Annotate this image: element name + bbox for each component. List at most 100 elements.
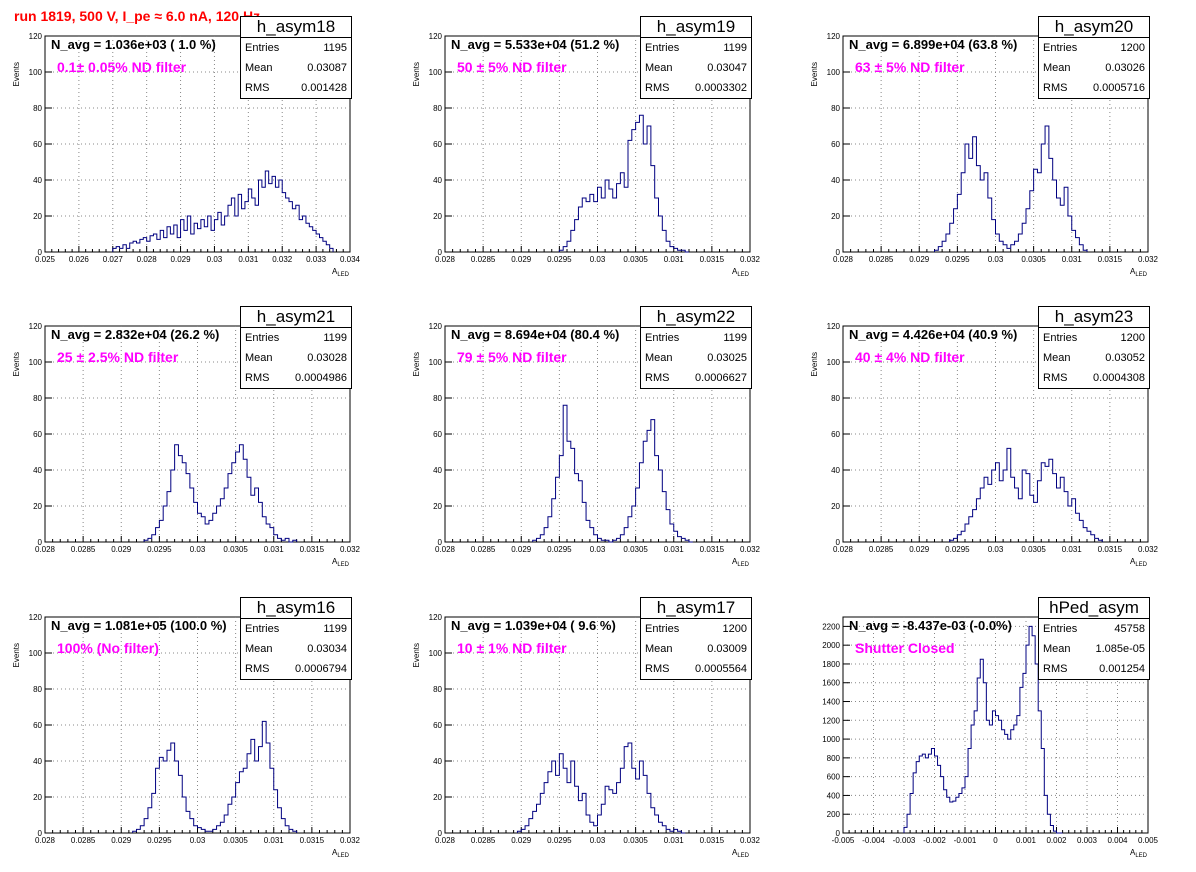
- n-avg-label: N_avg = 1.039e+04 ( 9.6 %): [451, 618, 616, 633]
- x-tick-label: 0.0315: [1098, 255, 1123, 264]
- y-tick-label: 200: [827, 810, 841, 819]
- histogram-svg: 0.028 0.0285 0.029 0.0295 0.03 0.0305 0.031 0.0…: [412, 32, 761, 278]
- stats-box: h_asym19 Entries 1199 Mean 0.03047 RMS 0.00033…: [640, 16, 752, 99]
- stats-key: Mean: [645, 352, 673, 364]
- y-tick-label: 100: [827, 358, 841, 367]
- y-tick-label: 0: [438, 538, 443, 547]
- x-tick-label: 0.03: [190, 545, 206, 554]
- y-tick-label: 0: [38, 248, 43, 257]
- x-tick-label: 0.005: [1138, 836, 1159, 845]
- stats-row-rms: RMS 0.0003302: [641, 78, 751, 98]
- stats-key: Mean: [645, 62, 673, 74]
- y-tick-label: 20: [433, 793, 442, 802]
- x-tick-label: 0.031: [264, 836, 285, 845]
- n-avg-label: N_avg = 5.533e+04 (51.2 %): [451, 37, 620, 52]
- y-tick-label: 40: [33, 757, 42, 766]
- x-tick-label: 0.0285: [471, 545, 496, 554]
- x-tick-label: 0.027: [103, 255, 124, 264]
- y-tick-label: 40: [433, 176, 442, 185]
- filter-label: 50 ± 5% ND filter: [457, 59, 567, 75]
- stats-key: Mean: [645, 643, 673, 655]
- x-tick-label: 0.0285: [869, 255, 894, 264]
- x-tick-label: 0.0295: [547, 836, 572, 845]
- y-tick-label: 2200: [822, 622, 840, 631]
- histogram-panel-h_asym16: 0.028 0.0285 0.029 0.0295 0.03 0.0305 0.031 0.0…: [5, 597, 370, 865]
- x-axis-label: ALED: [332, 557, 350, 568]
- filter-label: 25 ± 2.5% ND filter: [57, 349, 179, 365]
- y-tick-label: 0: [438, 248, 443, 257]
- x-tick-label: 0.031: [238, 255, 259, 264]
- y-tick-label: 60: [831, 430, 840, 439]
- stats-row-rms: RMS 0.001428: [241, 78, 351, 98]
- stats-row-entries: Entries 45758: [1039, 619, 1149, 639]
- stats-row-rms: RMS 0.0004308: [1039, 368, 1149, 388]
- y-tick-label: 2000: [822, 641, 840, 650]
- x-tick-label: 0.034: [340, 255, 361, 264]
- histogram-series: [112, 170, 334, 252]
- x-tick-label: 0.0305: [223, 836, 248, 845]
- stats-row-mean: Mean 1.085e-05: [1039, 639, 1149, 659]
- stats-key: Entries: [245, 42, 280, 54]
- stats-value: 0.03026: [1105, 62, 1145, 74]
- histogram-series: [934, 125, 1088, 252]
- x-tick-label: 0.0305: [623, 545, 648, 554]
- y-tick-label: 120: [29, 32, 43, 41]
- stats-value: 0.001254: [1099, 663, 1145, 675]
- histogram-panel-hPed_asym: -0.005 -0.004 -0.003 -0.002 -0.001 0 0.001 0.00…: [803, 597, 1168, 865]
- stats-row-mean: Mean 0.03052: [1039, 348, 1149, 368]
- x-tick-label: 0.0305: [1021, 255, 1046, 264]
- y-tick-label: 20: [33, 793, 42, 802]
- stats-row-rms: RMS 0.0006794: [241, 659, 351, 679]
- x-tick-label: 0.029: [171, 255, 192, 264]
- x-tick-label: 0.002: [1046, 836, 1067, 845]
- x-tick-label: 0.03: [988, 545, 1004, 554]
- stats-row-mean: Mean 0.03025: [641, 348, 751, 368]
- x-tick-label: 0.0285: [869, 545, 894, 554]
- x-tick-label: 0.028: [435, 255, 456, 264]
- x-tick-label: -0.005: [832, 836, 855, 845]
- y-tick-label: 120: [29, 613, 43, 622]
- histogram-series: [143, 444, 298, 543]
- stats-value: 0.0006794: [295, 663, 347, 675]
- y-tick-label: 40: [33, 466, 42, 475]
- histogram-panel-h_asym19: 0.028 0.0285 0.029 0.0295 0.03 0.0305 0.031 0.0…: [405, 16, 770, 284]
- y-tick-label: 100: [429, 358, 443, 367]
- y-tick-label: 60: [33, 140, 42, 149]
- x-tick-label: 0.0315: [700, 836, 725, 845]
- y-tick-label: 20: [831, 212, 840, 221]
- stats-value: 0.03034: [307, 643, 347, 655]
- histogram-svg: 0.025 0.026 0.027 0.028 0.029 0.03 0.031 0.032 0…: [12, 32, 361, 278]
- x-tick-label: 0.029: [511, 255, 532, 264]
- n-avg-label: N_avg = 8.694e+04 (80.4 %): [451, 327, 620, 342]
- filter-label: 0.1± 0.05% ND filter: [57, 59, 187, 75]
- stats-key: RMS: [1043, 372, 1068, 384]
- x-tick-label: 0.032: [340, 545, 361, 554]
- x-tick-label: 0.032: [1138, 255, 1159, 264]
- stats-row-rms: RMS 0.001254: [1039, 659, 1149, 679]
- x-tick-label: 0.03: [207, 255, 223, 264]
- stats-value: 0.0003302: [695, 82, 747, 94]
- stats-title: h_asym19: [641, 17, 751, 38]
- y-tick-label: 80: [831, 104, 840, 113]
- stats-row-entries: Entries 1199: [241, 619, 351, 639]
- stats-value: 0.03087: [307, 62, 347, 74]
- y-axis-label: Events: [810, 352, 819, 376]
- stats-value: 0.0005564: [695, 663, 747, 675]
- histogram-panel-h_asym21: 0.028 0.0285 0.029 0.0295 0.03 0.0305 0.031 0.0…: [5, 306, 370, 574]
- filter-label: 10 ± 1% ND filter: [457, 640, 567, 656]
- n-avg-label: N_avg = 1.081e+05 (100.0 %): [51, 618, 227, 633]
- stats-value: 0.03028: [307, 352, 347, 364]
- x-axis-label: ALED: [1130, 267, 1148, 278]
- x-tick-label: 0.029: [111, 836, 132, 845]
- y-axis-label: Events: [12, 643, 21, 667]
- x-tick-label: 0.004: [1107, 836, 1128, 845]
- y-tick-label: 80: [831, 394, 840, 403]
- stats-value: 1199: [323, 623, 347, 635]
- y-tick-label: 60: [33, 721, 42, 730]
- y-tick-label: 80: [433, 685, 442, 694]
- x-tick-label: -0.004: [862, 836, 885, 845]
- stats-title: h_asym18: [241, 17, 351, 38]
- stats-row-rms: RMS 0.0006627: [641, 368, 751, 388]
- y-axis-label: Events: [412, 352, 421, 376]
- stats-key: Mean: [245, 352, 273, 364]
